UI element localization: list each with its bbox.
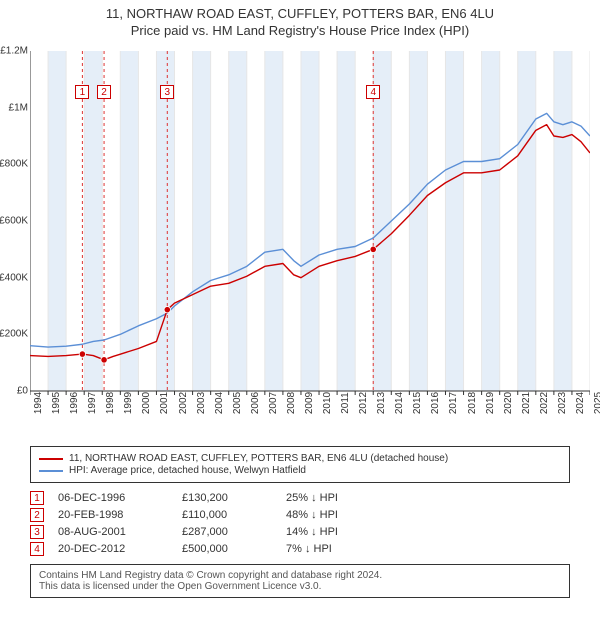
sale-row-marker: 4 <box>30 542 44 556</box>
x-tick-label: 2020 <box>503 392 514 414</box>
x-tick-label: 1996 <box>69 392 80 414</box>
x-tick-label: 2023 <box>557 392 568 414</box>
y-tick-label: £800K <box>0 159 28 170</box>
attribution-box: Contains HM Land Registry data © Crown c… <box>30 564 570 598</box>
sale-vs-hpi: 14% ↓ HPI <box>286 526 570 538</box>
x-tick-label: 2010 <box>322 392 333 414</box>
legend-label: HPI: Average price, detached house, Welw… <box>69 465 306 476</box>
sale-date: 08-AUG-2001 <box>58 526 168 538</box>
x-tick-label: 2025 <box>593 392 600 414</box>
legend-box: 11, NORTHAW ROAD EAST, CUFFLEY, POTTERS … <box>30 446 570 483</box>
x-tick-label: 2019 <box>485 392 496 414</box>
title-address: 11, NORTHAW ROAD EAST, CUFFLEY, POTTERS … <box>0 6 600 21</box>
x-tick-label: 1995 <box>51 392 62 414</box>
y-tick-label: £0 <box>17 386 28 397</box>
legend-label: 11, NORTHAW ROAD EAST, CUFFLEY, POTTERS … <box>69 453 448 464</box>
sale-marker-1: 1 <box>75 85 89 99</box>
x-tick-label: 2009 <box>304 392 315 414</box>
sale-price: £130,200 <box>182 492 272 504</box>
x-tick-label: 1997 <box>87 392 98 414</box>
x-axis-labels: 1994199519961997199819992000200120022003… <box>30 401 590 441</box>
x-tick-label: 2017 <box>448 392 459 414</box>
sales-table: 1 06-DEC-1996 £130,200 25% ↓ HPI 2 20-FEB-199… <box>30 491 570 556</box>
sale-date: 20-FEB-1998 <box>58 509 168 521</box>
x-tick-label: 2004 <box>214 392 225 414</box>
x-tick-label: 2021 <box>521 392 532 414</box>
x-tick-label: 2002 <box>178 392 189 414</box>
y-tick-label: £600K <box>0 216 28 227</box>
legend-row: HPI: Average price, detached house, Welw… <box>39 465 561 476</box>
legend-row: 11, NORTHAW ROAD EAST, CUFFLEY, POTTERS … <box>39 453 561 464</box>
sale-row-marker: 1 <box>30 491 44 505</box>
sale-row: 3 08-AUG-2001 £287,000 14% ↓ HPI <box>30 525 570 539</box>
chart-title-block: 11, NORTHAW ROAD EAST, CUFFLEY, POTTERS … <box>0 0 600 38</box>
y-tick-label: £200K <box>0 329 28 340</box>
sale-price: £500,000 <box>182 543 272 555</box>
legend-swatch <box>39 470 63 472</box>
sale-marker-3: 3 <box>160 85 174 99</box>
page-root: 11, NORTHAW ROAD EAST, CUFFLEY, POTTERS … <box>0 0 600 620</box>
x-tick-label: 2016 <box>430 392 441 414</box>
x-tick-label: 1998 <box>105 392 116 414</box>
sale-row-marker: 2 <box>30 508 44 522</box>
x-tick-label: 2001 <box>159 392 170 414</box>
x-tick-label: 2012 <box>358 392 369 414</box>
title-subtitle: Price paid vs. HM Land Registry's House … <box>0 23 600 38</box>
sale-row: 1 06-DEC-1996 £130,200 25% ↓ HPI <box>30 491 570 505</box>
x-tick-label: 2007 <box>268 392 279 414</box>
sale-date: 06-DEC-1996 <box>58 492 168 504</box>
x-tick-label: 2018 <box>467 392 478 414</box>
y-axis-labels: £0 £200K £400K £600K £800K £1M £1.2M <box>0 46 30 401</box>
sale-price: £287,000 <box>182 526 272 538</box>
sale-row: 4 20-DEC-2012 £500,000 7% ↓ HPI <box>30 542 570 556</box>
x-tick-label: 2000 <box>141 392 152 414</box>
y-tick-label: £1M <box>9 102 28 113</box>
chart-area: £0£200K£400K£600K£800K£1M£1.2M 1234 <box>30 46 590 401</box>
sale-vs-hpi: 25% ↓ HPI <box>286 492 570 504</box>
x-tick-label: 2008 <box>286 392 297 414</box>
sale-marker-4: 4 <box>366 85 380 99</box>
x-tick-label: 2011 <box>340 392 351 414</box>
sale-marker-2: 2 <box>97 85 111 99</box>
sale-date: 20-DEC-2012 <box>58 543 168 555</box>
x-tick-label: 2024 <box>575 392 586 414</box>
x-tick-label: 2013 <box>376 392 387 414</box>
x-tick-label: 2014 <box>394 392 405 414</box>
attribution-line1: Contains HM Land Registry data © Crown c… <box>39 570 561 581</box>
sale-row-marker: 3 <box>30 525 44 539</box>
attribution-line2: This data is licensed under the Open Gov… <box>39 581 561 592</box>
x-tick-label: 2022 <box>539 392 550 414</box>
sale-vs-hpi: 7% ↓ HPI <box>286 543 570 555</box>
x-tick-label: 2003 <box>196 392 207 414</box>
x-tick-label: 2005 <box>232 392 243 414</box>
price-chart <box>30 46 590 401</box>
x-tick-label: 2015 <box>412 392 423 414</box>
legend-swatch <box>39 458 63 460</box>
x-tick-label: 1994 <box>33 392 44 414</box>
y-tick-label: £400K <box>0 272 28 283</box>
sale-row: 2 20-FEB-1998 £110,000 48% ↓ HPI <box>30 508 570 522</box>
sale-vs-hpi: 48% ↓ HPI <box>286 509 570 521</box>
x-tick-label: 2006 <box>250 392 261 414</box>
x-tick-label: 1999 <box>123 392 134 414</box>
y-tick-label: £1.2M <box>0 46 28 57</box>
sale-price: £110,000 <box>182 509 272 521</box>
